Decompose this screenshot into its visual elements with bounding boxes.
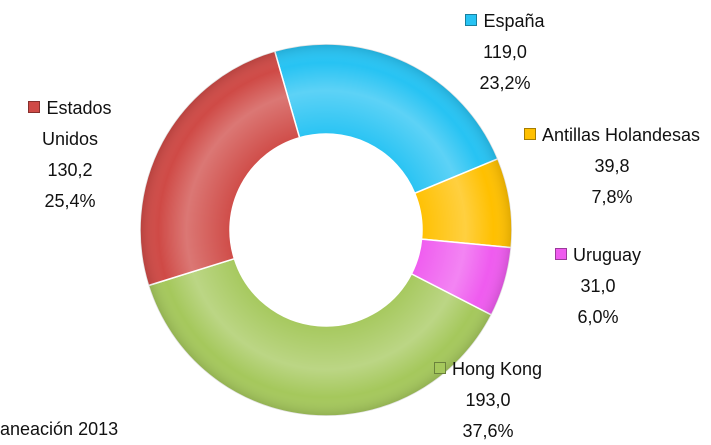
- percent-label: 7,8%: [591, 187, 633, 207]
- legend-entry: España: [425, 6, 585, 37]
- category-label: Estados Unidos: [41, 98, 112, 149]
- data-label: Estados Unidos 130,2 25,4%: [18, 93, 122, 217]
- legend-marker: [433, 362, 446, 374]
- legend-entry: Estados Unidos: [18, 93, 122, 155]
- value-label: 39,8: [594, 156, 630, 176]
- legend-entry: Hong Kong: [408, 354, 568, 385]
- category-label: España: [483, 11, 545, 31]
- category-label: Antillas Holandesas: [541, 125, 701, 145]
- legend-marker: [28, 101, 41, 113]
- legend-marker: [554, 248, 567, 260]
- data-label: Uruguay 31,0 6,0%: [528, 240, 668, 333]
- data-label: Hong Kong 193,0 37,6%: [408, 354, 568, 445]
- legend-marker: [523, 128, 536, 140]
- hole: [231, 135, 421, 325]
- legend-entry: Uruguay: [528, 240, 668, 271]
- percent-label: 37,6%: [462, 421, 514, 441]
- percent-label: 25,4%: [44, 191, 96, 211]
- value-label: 31,0: [580, 276, 616, 296]
- category-label: Uruguay: [572, 245, 642, 265]
- footnote: aneación 2013: [0, 419, 119, 439]
- data-label: Antillas Holandesas 39,8 7,8%: [512, 120, 711, 213]
- data-label: España 119,0 23,2%: [425, 6, 585, 99]
- legend-marker: [465, 14, 478, 26]
- legend-entry: Antillas Holandesas: [512, 120, 711, 151]
- value-label: 193,0: [465, 390, 511, 410]
- value-label: 119,0: [483, 42, 527, 62]
- value-label: 130,2: [47, 160, 93, 180]
- percent-label: 6,0%: [577, 307, 619, 327]
- percent-label: 23,2%: [479, 73, 531, 93]
- category-label: Hong Kong: [451, 359, 543, 379]
